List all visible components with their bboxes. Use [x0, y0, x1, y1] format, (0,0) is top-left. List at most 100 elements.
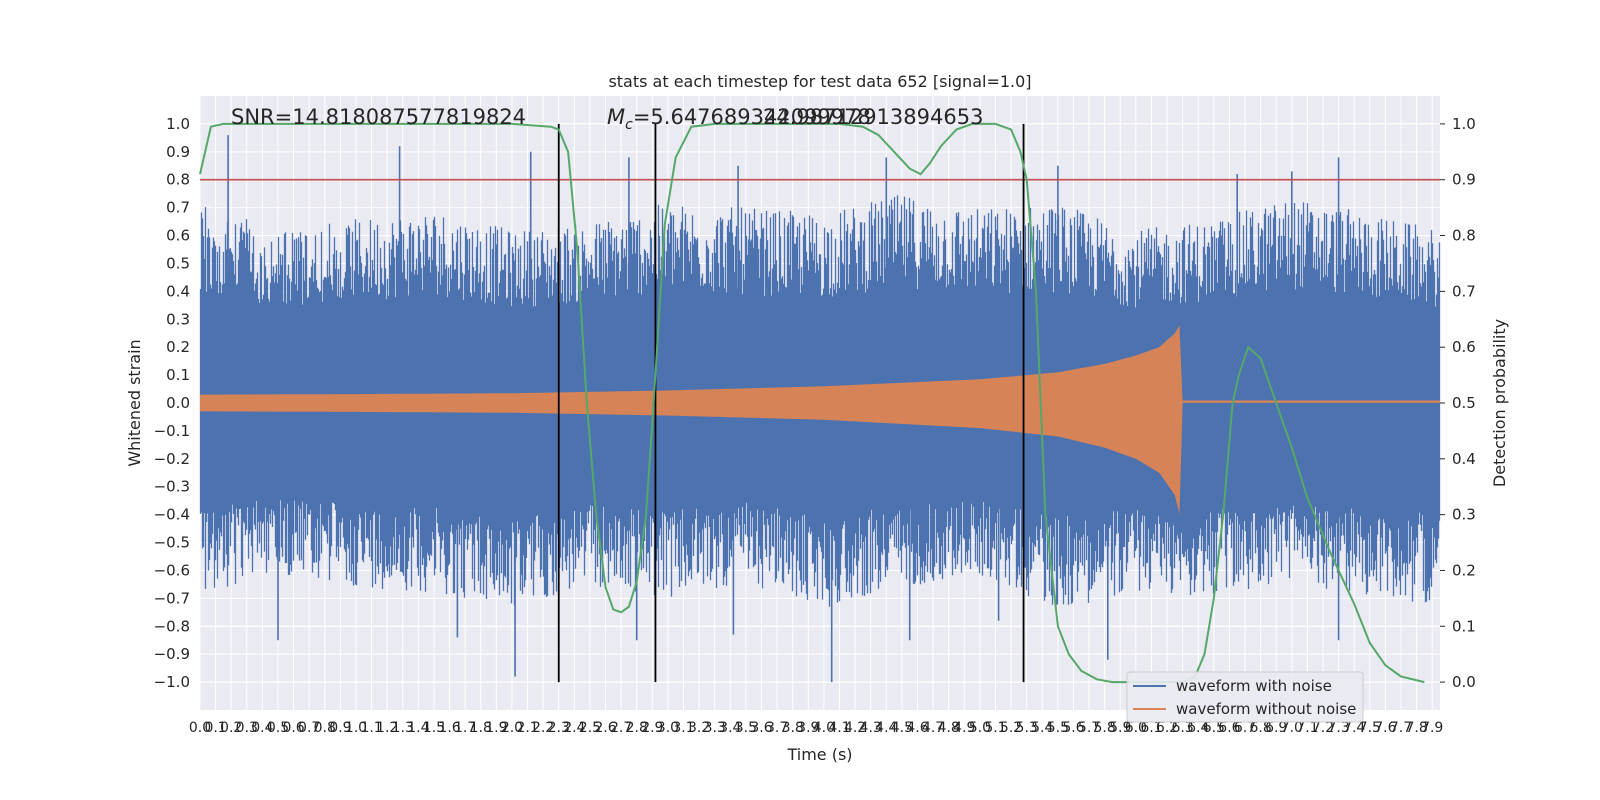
x-tick-label: 3.9 [797, 720, 819, 736]
x-tick-label: 1.1 [360, 720, 382, 736]
right-y-tick-label: 0.4 [1452, 450, 1476, 468]
x-tick-label: 0.5 [267, 720, 289, 736]
x-tick-label: 1.3 [392, 720, 414, 736]
mc-symbol: M [607, 105, 625, 129]
x-tick-label: 5.6 [1062, 720, 1084, 736]
x-tick-label: 6.2 [1156, 720, 1178, 736]
x-tick-label: 1.0 [345, 720, 367, 736]
x-tick-label: 3.6 [750, 720, 772, 736]
detection-probability-line [199, 122, 1425, 684]
left-y-tick-label: −0.6 [154, 561, 190, 579]
x-tick-label: 7.2 [1312, 720, 1334, 736]
x-tick-label: 1.6 [438, 720, 460, 736]
left-y-tick-label: 0.5 [166, 254, 190, 272]
x-tick-label: 2.2 [532, 720, 554, 736]
mc-annotation: Mc=5.647689342099978 [607, 105, 871, 133]
legend-label-clean: waveform without noise [1176, 700, 1356, 718]
x-axis-ticks: 0.00.10.20.30.40.50.60.70.80.91.01.11.21… [189, 720, 1443, 736]
x-tick-label: 2.0 [501, 720, 523, 736]
left-y-tick-label: −0.3 [154, 478, 190, 496]
x-tick-label: 4.2 [844, 720, 866, 736]
x-tick-label: 6.1 [1140, 720, 1162, 736]
chart-title: stats at each timestep for test data 652… [608, 72, 1031, 91]
x-tick-label: 4.3 [860, 720, 882, 736]
mc-overlap-annotation: 24.98712913894653 [763, 105, 983, 129]
right-y-axis-ticks: 1.0 0.9 0.8 0.7 0.6 0.5 0.4 0.3 0.2 0.1 0.0 [1440, 115, 1476, 691]
x-tick-label: 2.3 [548, 720, 570, 736]
right-y-tick-label: 0.9 [1452, 171, 1476, 189]
legend-box [1126, 671, 1364, 723]
x-tick-label: 4.1 [828, 720, 850, 736]
left-y-tick-label: 1.0 [166, 115, 190, 133]
x-tick-label: 6.7 [1234, 720, 1256, 736]
snr-annotation: SNR=14.818087577819824 [231, 105, 526, 129]
left-y-tick-label: 0.9 [166, 143, 190, 161]
x-tick-label: 6.9 [1265, 720, 1287, 736]
x-tick-label: 2.9 [641, 720, 663, 736]
x-tick-label: 7.4 [1343, 720, 1365, 736]
right-y-tick-label: 0.1 [1452, 617, 1476, 635]
x-tick-label: 6.4 [1187, 720, 1209, 736]
x-tick-label: 4.4 [875, 720, 897, 736]
x-tick-label: 4.7 [922, 720, 944, 736]
right-y-tick-label: 0.7 [1452, 282, 1476, 300]
x-tick-label: 1.9 [485, 720, 507, 736]
x-tick-label: 7.1 [1296, 720, 1318, 736]
mc-value: =5.647689342099978 [633, 105, 871, 129]
x-tick-label: 2.5 [579, 720, 601, 736]
x-tick-label: 7.5 [1359, 720, 1381, 736]
x-tick-label: 6.5 [1203, 720, 1225, 736]
x-tick-label: 4.0 [813, 720, 835, 736]
series-waveform-without-noise [200, 325, 1440, 514]
x-tick-label: 4.6 [906, 720, 928, 736]
x-tick-label: 3.3 [704, 720, 726, 736]
x-tick-label: 5.3 [1016, 720, 1038, 736]
x-axis-label: Time (s) [786, 745, 852, 764]
x-tick-label: 3.2 [688, 720, 710, 736]
right-y-tick-label: 0.5 [1452, 394, 1476, 412]
left-y-tick-label: −0.2 [154, 450, 190, 468]
left-y-tick-label: −0.8 [154, 617, 190, 635]
left-y-tick-label: 0.8 [166, 171, 190, 189]
x-tick-label: 7.3 [1327, 720, 1349, 736]
left-y-axis-label: Whitened strain [125, 339, 144, 466]
right-y-tick-label: 0.0 [1452, 673, 1476, 691]
left-y-tick-label: 0.2 [166, 338, 190, 356]
x-tick-label: 1.4 [407, 720, 429, 736]
x-tick-label: 2.7 [610, 720, 632, 736]
x-tick-label: 7.8 [1405, 720, 1427, 736]
x-tick-label: 2.1 [516, 720, 538, 736]
left-y-tick-label: 0.4 [166, 282, 190, 300]
left-y-axis-ticks: 1.0 0.9 0.8 0.7 0.6 0.5 0.4 0.3 0.2 0.1 0.0 −0.1 −0.… [154, 115, 190, 691]
clean-waveform-body [200, 325, 1183, 514]
x-tick-label: 1.5 [423, 720, 445, 736]
x-tick-label: 0.9 [329, 720, 351, 736]
x-tick-label: 6.8 [1249, 720, 1271, 736]
x-tick-label: 0.0 [189, 720, 211, 736]
left-y-tick-label: 0.7 [166, 199, 190, 217]
x-tick-label: 4.8 [938, 720, 960, 736]
x-tick-label: 7.7 [1390, 720, 1412, 736]
x-tick-label: 3.0 [657, 720, 679, 736]
x-tick-label: 0.4 [251, 720, 273, 736]
x-tick-label: 5.2 [1000, 720, 1022, 736]
x-tick-label: 1.8 [470, 720, 492, 736]
x-tick-label: 0.1 [204, 720, 226, 736]
x-tick-label: 3.8 [782, 720, 804, 736]
left-y-tick-label: −0.4 [154, 506, 190, 524]
x-tick-label: 5.5 [1047, 720, 1069, 736]
x-tick-label: 2.6 [594, 720, 616, 736]
x-tick-label: 4.5 [891, 720, 913, 736]
right-y-tick-label: 0.6 [1452, 338, 1476, 356]
left-y-tick-label: 0.6 [166, 227, 190, 245]
right-y-axis-label: Detection probability [1490, 319, 1509, 487]
series-detection-probability [199, 122, 1425, 684]
x-tick-label: 0.3 [236, 720, 258, 736]
left-y-tick-label: −0.7 [154, 589, 190, 607]
x-tick-label: 3.4 [719, 720, 741, 736]
x-tick-label: 7.0 [1281, 720, 1303, 736]
x-tick-label: 3.1 [672, 720, 694, 736]
x-tick-label: 3.7 [766, 720, 788, 736]
left-y-tick-label: −0.5 [154, 534, 190, 552]
left-y-tick-label: −1.0 [154, 673, 190, 691]
